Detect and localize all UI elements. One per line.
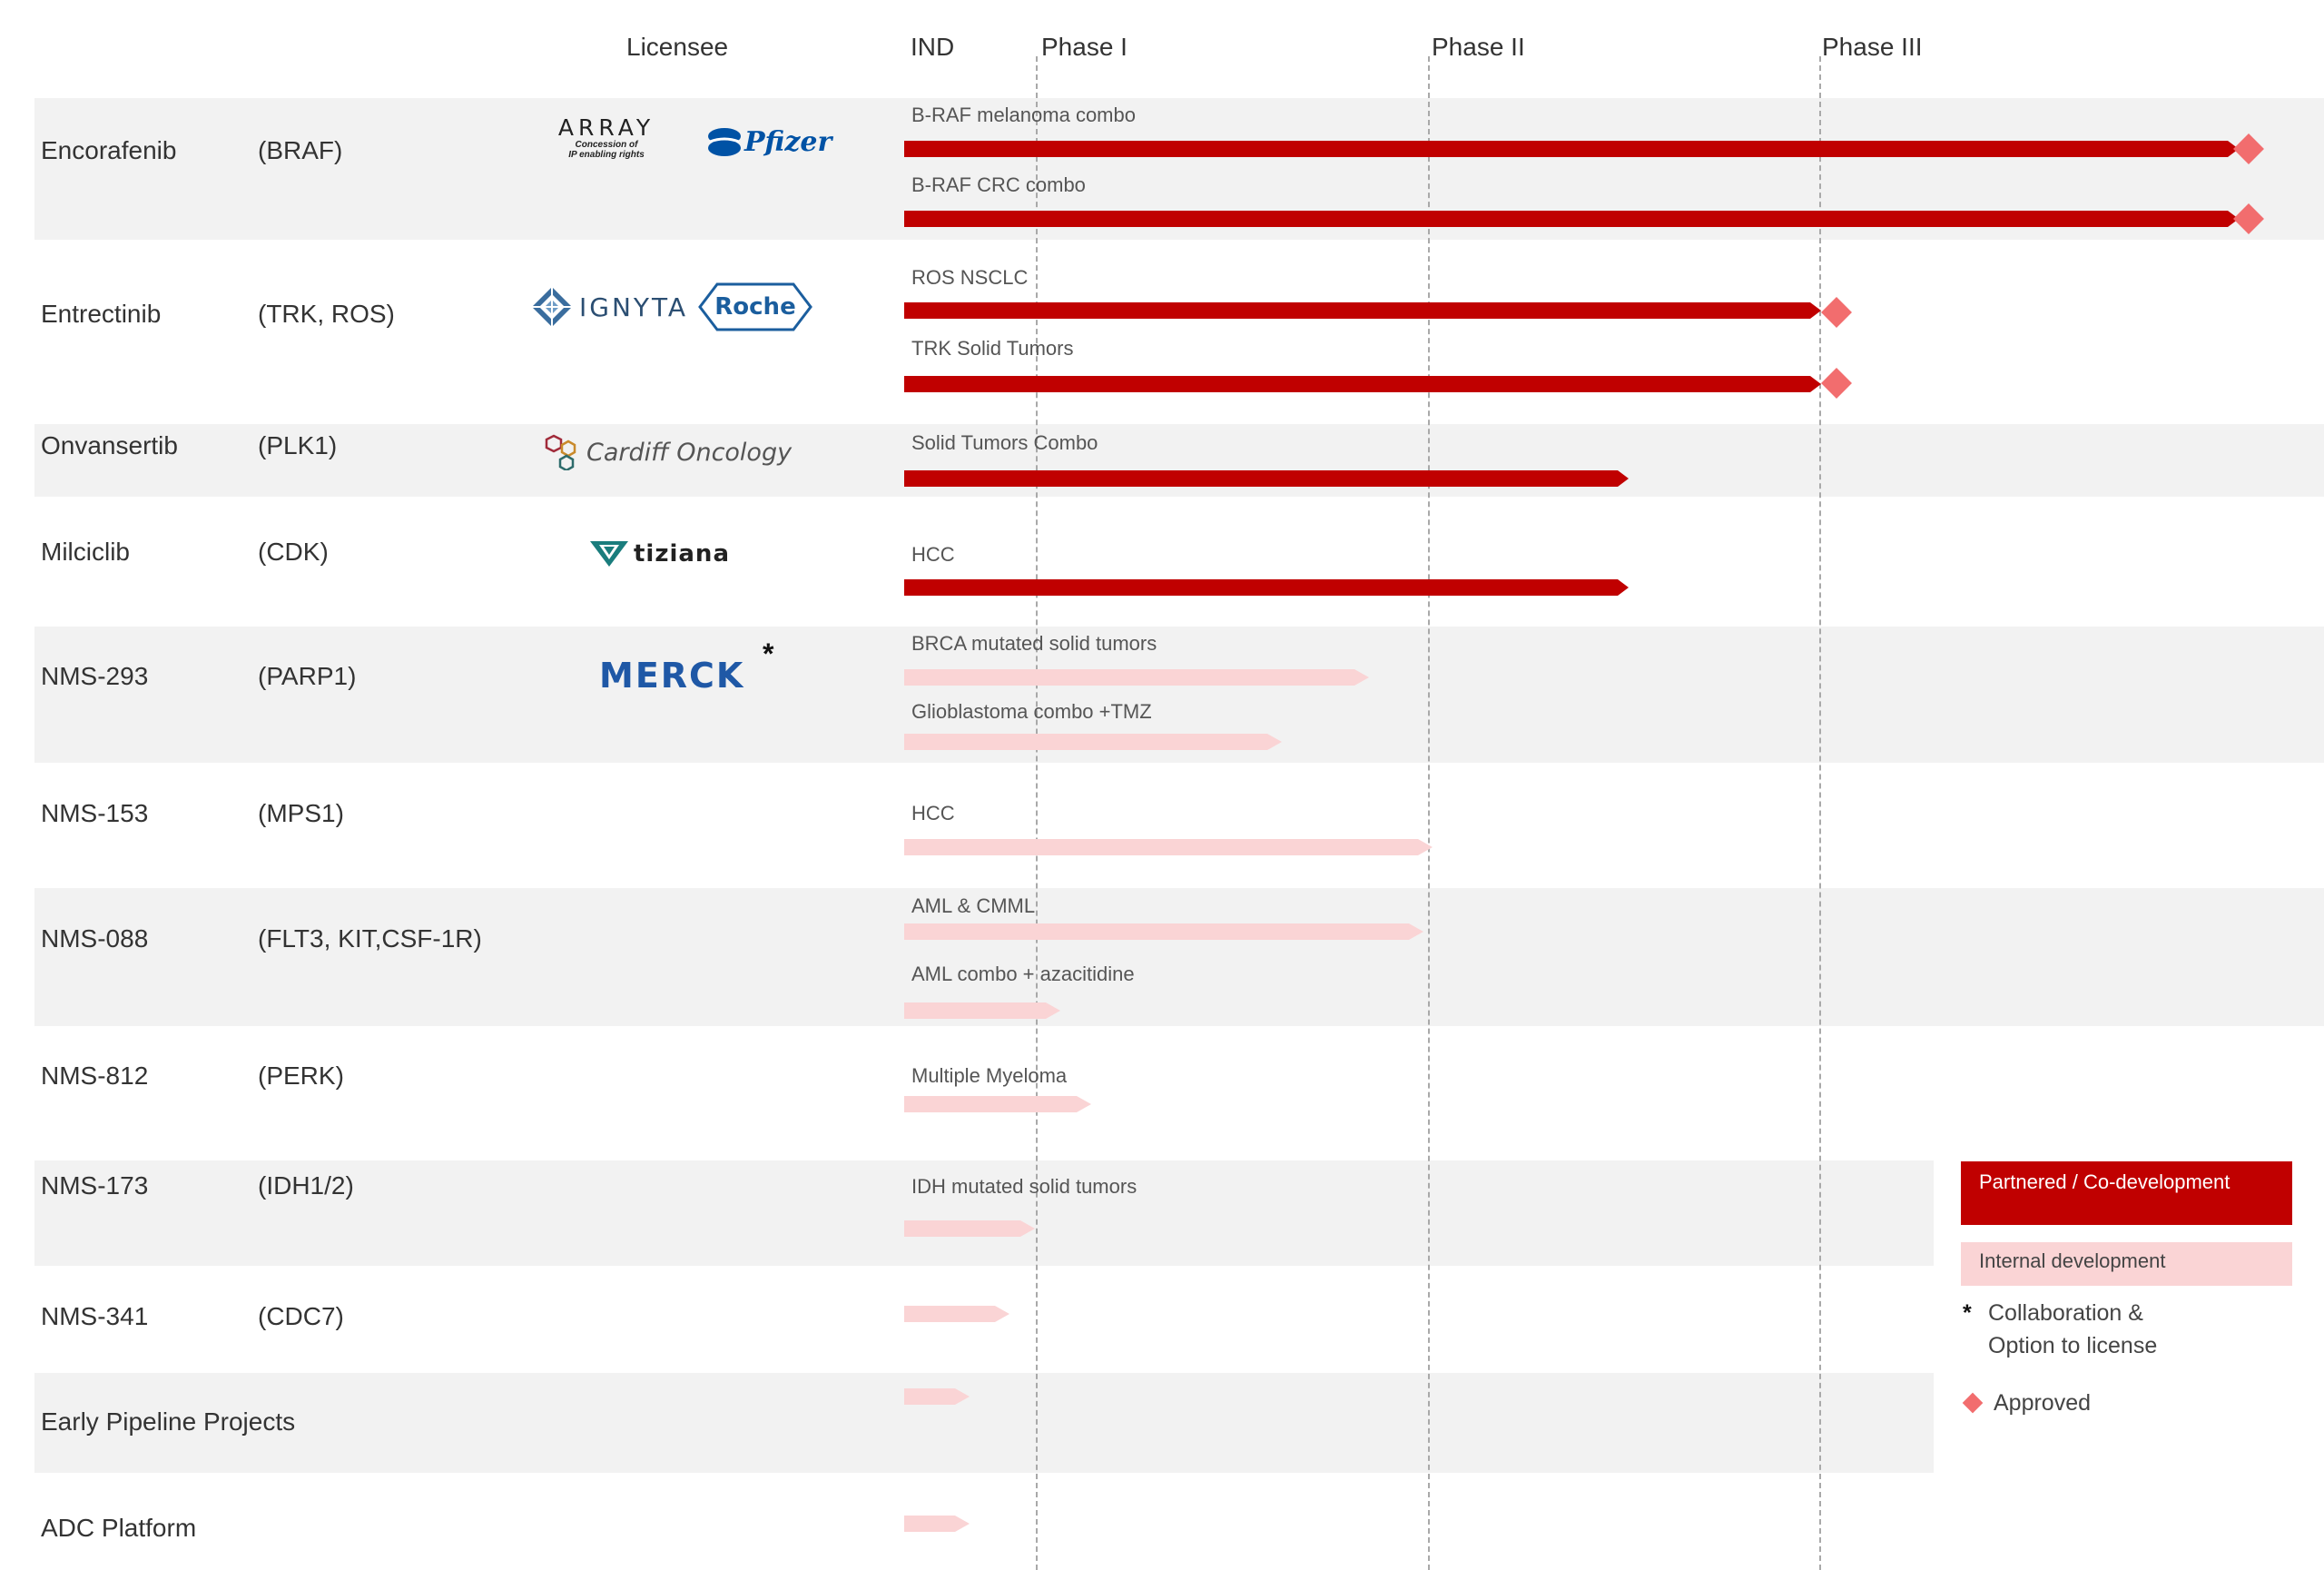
roche-logo: Roche: [697, 281, 813, 337]
cardiff-wordmark: Cardiff Oncology: [586, 438, 793, 467]
drug-name-encorafenib: Encorafenib: [41, 136, 177, 164]
indication-label: IDH mutated solid tumors: [911, 1175, 1137, 1198]
cardiff-oncology-logo: Cardiff Oncology: [543, 432, 792, 472]
drug-name-adc-platform: ADC Platform: [41, 1514, 197, 1542]
cardiff-hexagons-icon: [545, 434, 576, 470]
progress-bar-internal: [904, 1002, 1060, 1019]
progress-bar-partnered: [904, 302, 1821, 319]
indication-label: B-RAF melanoma combo: [911, 104, 1136, 126]
progress-bar-partnered: [904, 376, 1821, 392]
row-band-nms-173: [34, 1160, 1934, 1266]
indication-label: HCC: [911, 543, 955, 566]
ignyta-logo: IGNYTA: [530, 285, 688, 329]
indication-label: B-RAF CRC combo: [911, 173, 1086, 196]
progress-bar-partnered: [904, 470, 1629, 487]
legend-partnered-label: Partnered / Co-development: [1979, 1170, 2230, 1193]
phase1-divider: [1036, 56, 1038, 1570]
pfizer-logo: Pfizer: [706, 120, 832, 163]
header-licensee: Licensee: [626, 33, 729, 61]
tiziana-mark-icon: [590, 541, 628, 567]
drug-name-nms-812: NMS-812: [41, 1061, 149, 1090]
array-wordmark: ARRAY: [557, 114, 655, 141]
progress-bar-internal: [904, 1388, 970, 1405]
drug-name-early-pipeline: Early Pipeline Projects: [41, 1407, 296, 1436]
indication-label: ROS NSCLC: [911, 266, 1029, 289]
indication-label: AML combo + azacitidine: [911, 963, 1135, 985]
drug-name-nms-153: NMS-153: [41, 799, 149, 827]
phase3-divider: [1819, 56, 1821, 1570]
phase2-divider: [1428, 56, 1430, 1570]
target-nms-173: (IDH1/2): [258, 1171, 354, 1200]
target-entrectinib: (TRK, ROS): [258, 300, 395, 328]
roche-hexagon-icon: [698, 282, 812, 331]
row-band-nms-088: [34, 888, 2324, 1026]
indication-label: HCC: [911, 802, 955, 824]
progress-bar-internal: [904, 1306, 1009, 1322]
progress-bar-internal: [904, 1516, 970, 1532]
header-phase1: Phase I: [1041, 33, 1128, 61]
progress-bar-partnered: [904, 141, 2239, 157]
indication-label: AML & CMML: [911, 894, 1036, 917]
legend-internal: Internal development: [1961, 1242, 2292, 1286]
drug-name-nms-341: NMS-341: [41, 1302, 149, 1330]
legend-approved-diamond-icon: [1962, 1392, 1984, 1414]
pfizer-wordmark: Pfizer: [744, 125, 832, 158]
indication-label: Solid Tumors Combo: [911, 431, 1098, 454]
progress-bar-internal: [904, 839, 1433, 855]
progress-bar-partnered: [904, 579, 1629, 596]
drug-name-nms-088: NMS-088: [41, 924, 149, 953]
progress-bar-internal: [904, 1220, 1035, 1237]
progress-bar-internal: [904, 669, 1369, 686]
legend-collab-asterisk: *: [1963, 1300, 1972, 1326]
indication-label: TRK Solid Tumors: [911, 337, 1074, 360]
target-encorafenib: (BRAF): [258, 136, 343, 164]
progress-bar-internal: [904, 923, 1423, 940]
legend-approved-label: Approved: [1994, 1390, 2092, 1416]
target-onvansertib: (PLK1): [258, 431, 338, 459]
legend-partnered: Partnered / Co-development: [1961, 1161, 2292, 1225]
progress-bar-internal: [904, 734, 1282, 750]
ignyta-mark-icon: [532, 287, 572, 327]
legend-internal-label: Internal development: [1979, 1249, 2166, 1272]
legend-collab-line1: Collaboration &: [1988, 1300, 2143, 1326]
ignyta-wordmark: IGNYTA: [579, 291, 689, 322]
target-milciclib: (CDK): [258, 538, 329, 566]
drug-name-milciclib: Milciclib: [41, 538, 130, 566]
header-ind: IND: [911, 33, 955, 61]
pfizer-pill-icon: [708, 128, 741, 156]
array-tagline-1: Concession of: [575, 140, 638, 150]
approved-diamond-icon: [1821, 297, 1852, 328]
target-nms-812: (PERK): [258, 1061, 344, 1090]
target-nms-088: (FLT3, KIT,CSF-1R): [258, 924, 482, 953]
array-logo: ARRAY Concession of IP enabling rights: [537, 114, 675, 161]
header-phase3: Phase III: [1822, 33, 1923, 61]
approved-diamond-icon: [1821, 368, 1852, 399]
tiziana-wordmark: tiziana: [634, 540, 730, 568]
target-nms-341: (CDC7): [258, 1302, 344, 1330]
progress-bar-internal: [904, 1096, 1091, 1112]
progress-bar-partnered: [904, 211, 2239, 227]
indication-label: Multiple Myeloma: [911, 1064, 1068, 1087]
indication-label: BRCA mutated solid tumors: [911, 632, 1157, 655]
array-tagline-2: IP enabling rights: [568, 150, 645, 160]
target-nms-153: (MPS1): [258, 799, 344, 827]
indication-label: Glioblastoma combo +TMZ: [911, 700, 1152, 723]
target-nms-293: (PARP1): [258, 662, 357, 690]
tiziana-logo: tiziana: [590, 538, 730, 570]
merck-logo: MERCK: [599, 656, 745, 696]
roche-wordmark: Roche: [714, 293, 796, 321]
drug-name-nms-293: NMS-293: [41, 662, 149, 690]
legend-collab-line2: Option to license: [1988, 1333, 2158, 1358]
drug-name-nms-173: NMS-173: [41, 1171, 149, 1200]
drug-name-entrectinib: Entrectinib: [41, 300, 162, 328]
merck-collab-asterisk: *: [763, 637, 774, 670]
header-phase2: Phase II: [1432, 33, 1525, 61]
row-band-early-pipeline: [34, 1373, 1934, 1473]
drug-name-onvansertib: Onvansertib: [41, 431, 178, 459]
